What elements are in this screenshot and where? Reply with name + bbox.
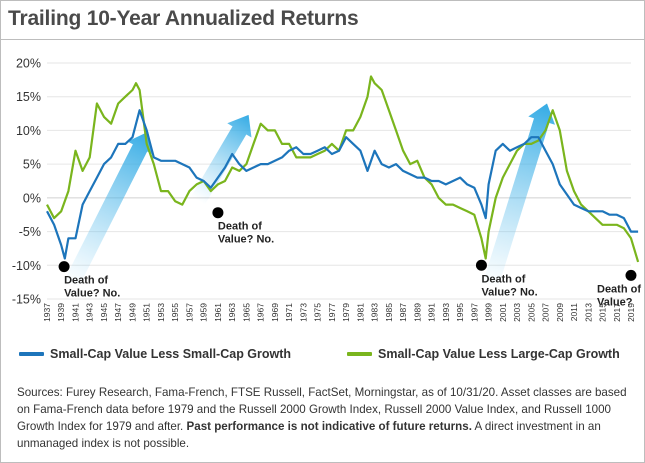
x-tick-label: 1967 xyxy=(256,303,266,322)
annotation-label: Value? No. xyxy=(218,234,274,246)
x-tick-label: 1969 xyxy=(270,303,280,322)
y-tick-label: 15% xyxy=(16,90,41,104)
x-tick-label: 2019 xyxy=(626,303,636,322)
x-tick-label: 1943 xyxy=(85,303,95,322)
x-tick-label: 1981 xyxy=(355,303,365,322)
y-tick-label: -10% xyxy=(12,259,41,273)
x-tick-label: 1941 xyxy=(70,303,80,322)
x-tick-label: 1957 xyxy=(184,303,194,322)
sources-text-end: A direct investment in an unmanaged inde… xyxy=(17,420,601,450)
annotation-label: Value? No. xyxy=(481,286,537,298)
x-tick-label: 2009 xyxy=(555,303,565,322)
legend-item-small-growth: Small-Cap Value Less Small-Cap Growth xyxy=(19,347,291,361)
sources-text: Sources: Furey Research, Fama-French, FT… xyxy=(17,386,627,433)
x-tick-label: 2005 xyxy=(526,303,536,322)
legend-swatch-blue xyxy=(19,352,44,356)
legend-swatch-green xyxy=(347,352,372,356)
x-tick-label: 1949 xyxy=(127,303,137,322)
annotation-label: Value? xyxy=(597,296,633,308)
annotation-label: Death of xyxy=(481,273,525,285)
sources-note: Sources: Furey Research, Fama-French, FT… xyxy=(17,384,632,452)
x-tick-label: 1995 xyxy=(455,303,465,322)
x-tick-label: 2015 xyxy=(598,303,608,322)
annotation-label: Death of xyxy=(218,221,262,233)
series-line-small-growth xyxy=(46,109,639,260)
x-tick-label: 1961 xyxy=(213,303,223,322)
x-tick-label: 1987 xyxy=(398,303,408,322)
death-of-value-marker xyxy=(58,261,70,273)
x-tick-label: 2003 xyxy=(512,303,522,322)
x-tick-label: 1951 xyxy=(142,303,152,322)
x-tick-label: 1991 xyxy=(427,303,437,322)
y-tick-label: -15% xyxy=(12,293,41,307)
legend-label: Small-Cap Value Less Large-Cap Growth xyxy=(378,347,620,361)
x-tick-label: 2017 xyxy=(612,303,622,322)
y-tick-label: 10% xyxy=(16,124,41,138)
trend-arrow xyxy=(191,114,252,205)
x-tick-label: 2013 xyxy=(583,303,593,322)
x-tick-label: 1947 xyxy=(113,303,123,322)
x-tick-label: 1985 xyxy=(384,303,394,322)
x-tick-label: 1959 xyxy=(199,303,209,322)
annotation-label: Death of xyxy=(64,275,108,287)
x-tick-label: 2007 xyxy=(541,303,551,322)
x-tick-label: 1989 xyxy=(412,303,422,322)
x-tick-label: 1997 xyxy=(469,303,479,322)
sources-disclaimer: Past performance is not indicative of fu… xyxy=(186,420,472,433)
x-tick-label: 1979 xyxy=(341,303,351,322)
legend-label: Small-Cap Value Less Small-Cap Growth xyxy=(50,347,292,361)
y-tick-label: 0% xyxy=(23,191,41,205)
y-tick-label: -5% xyxy=(19,225,41,239)
x-tick-label: 1965 xyxy=(241,303,251,322)
series-line-large-growth xyxy=(46,75,640,263)
legend-item-large-growth: Small-Cap Value Less Large-Cap Growth xyxy=(347,347,620,361)
trend-arrow xyxy=(482,103,555,290)
y-tick-label: 5% xyxy=(23,158,41,172)
x-tick-label: 1983 xyxy=(370,303,380,322)
x-tick-label: 1971 xyxy=(284,303,294,322)
x-tick-label: 1975 xyxy=(313,303,323,322)
x-tick-label: 1953 xyxy=(156,303,166,322)
annotation-label: Death of xyxy=(597,283,641,295)
x-tick-label: 1963 xyxy=(227,303,237,322)
chart-title: Trailing 10-Year Annualized Returns xyxy=(8,7,359,30)
x-tick-label: 1973 xyxy=(298,303,308,322)
x-tick-label: 2011 xyxy=(569,303,579,322)
x-tick-label: 1945 xyxy=(99,303,109,322)
x-tick-label: 1955 xyxy=(170,303,180,322)
x-tick-label: 1999 xyxy=(484,303,494,322)
death-of-value-marker xyxy=(475,259,487,271)
chart-legend: Small-Cap Value Less Small-Cap Growth Sm… xyxy=(1,339,644,369)
x-tick-label: 1939 xyxy=(56,303,66,322)
y-tick-label: 20% xyxy=(16,57,41,71)
x-tick-label: 1937 xyxy=(42,303,52,322)
x-tick-label: 2001 xyxy=(498,303,508,322)
x-tick-label: 1977 xyxy=(327,303,337,322)
death-of-value-marker xyxy=(212,207,224,219)
title-divider xyxy=(1,39,644,40)
annotation-label: Value? No. xyxy=(64,288,120,300)
x-tick-label: 1993 xyxy=(441,303,451,322)
death-of-value-marker xyxy=(625,269,637,281)
trend-arrow xyxy=(63,131,153,290)
